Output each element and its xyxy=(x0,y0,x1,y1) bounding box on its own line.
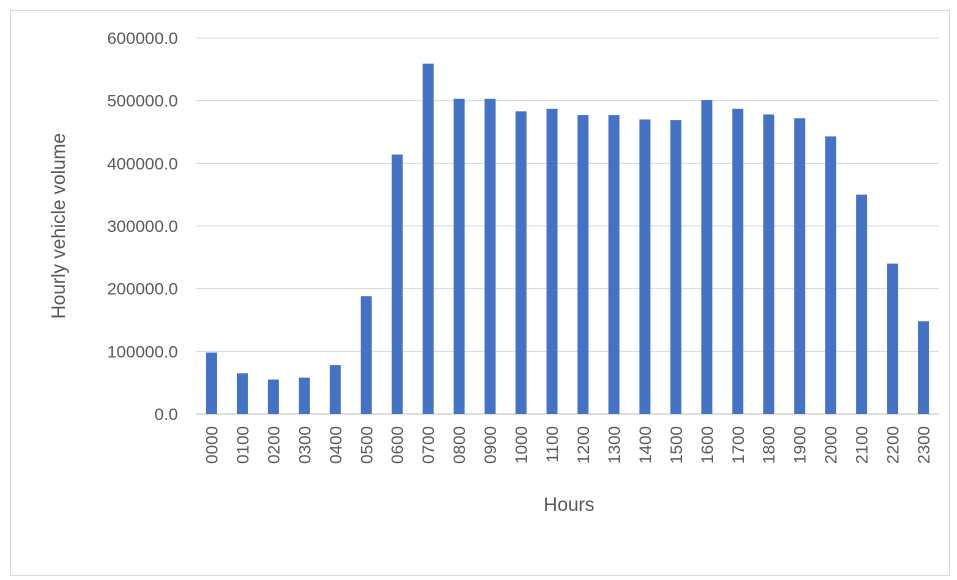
bar-1700 xyxy=(732,108,744,415)
y-tick-label: 200000.0 xyxy=(107,280,178,299)
bar-0200 xyxy=(267,379,279,414)
x-tick-label: 1100 xyxy=(543,426,562,463)
bar-2000 xyxy=(825,136,837,414)
x-tick-label: 1400 xyxy=(636,426,655,464)
x-tick-label: 2200 xyxy=(884,426,903,464)
y-tick-label: 400000.0 xyxy=(107,154,178,173)
x-tick-label: 1500 xyxy=(667,426,686,464)
bar-0300 xyxy=(298,377,310,414)
y-tick-labels: 0.0 100000.0 200000.0 300000.0 400000.0 50000… xyxy=(107,29,178,424)
chart-area: 0.0 100000.0 200000.0 300000.0 400000.0 50000… xyxy=(10,10,950,576)
bar-0400 xyxy=(329,365,341,414)
y-tick-label: 0.0 xyxy=(154,405,178,424)
bar-1100 xyxy=(546,108,558,415)
bar-0600 xyxy=(391,154,403,414)
x-tick-label: 1800 xyxy=(760,426,779,464)
bar-2300 xyxy=(918,321,930,414)
bar-chart: 0.0 100000.0 200000.0 300000.0 400000.0 50000… xyxy=(49,29,939,516)
x-tick-label: 0600 xyxy=(388,426,407,464)
y-tick-label: 600000.0 xyxy=(107,29,178,48)
x-tick-label: 2300 xyxy=(915,426,934,464)
x-tick-label: 0200 xyxy=(264,426,283,464)
x-tick-label: 2000 xyxy=(822,426,841,464)
x-tick-label: 0100 xyxy=(233,426,252,464)
y-tick-label: 500000.0 xyxy=(107,92,178,111)
bar-1900 xyxy=(794,118,806,415)
bar-0500 xyxy=(360,296,372,414)
bar-1600 xyxy=(701,100,713,414)
x-tick-label: 1900 xyxy=(791,426,810,464)
x-tick-label: 0800 xyxy=(450,426,469,464)
x-tick-label: 0400 xyxy=(326,426,345,464)
bar-0700 xyxy=(422,63,434,415)
bars xyxy=(205,63,930,415)
bar-1400 xyxy=(639,119,651,414)
bar-1200 xyxy=(577,115,589,414)
bar-1500 xyxy=(670,120,682,415)
bar-0800 xyxy=(453,98,465,414)
bar-1800 xyxy=(763,114,775,414)
bar-2200 xyxy=(887,263,899,414)
x-tick-label: 1300 xyxy=(605,426,624,464)
y-tick-label: 300000.0 xyxy=(107,217,178,236)
bar-2100 xyxy=(856,194,868,414)
x-tick-label: 0700 xyxy=(419,426,438,464)
y-tick-label: 100000.0 xyxy=(107,342,178,361)
bar-1000 xyxy=(515,111,527,414)
gridlines xyxy=(196,37,939,415)
y-axis-title: Hourly vehicle volume xyxy=(49,133,70,319)
x-tick-label: 0500 xyxy=(357,426,376,464)
x-tick-label: 0000 xyxy=(202,426,221,464)
x-tick-label: 0900 xyxy=(481,426,500,464)
x-tick-labels: 0000 0100 0200 0300 0400 0500 0600 0700 0800 0900… xyxy=(202,426,933,464)
x-tick-label: 1200 xyxy=(574,426,593,464)
bar-1300 xyxy=(608,115,620,414)
bar-0900 xyxy=(484,98,496,414)
x-tick-label: 1700 xyxy=(729,426,748,464)
bar-0000 xyxy=(205,352,217,414)
x-tick-label: 2100 xyxy=(853,426,872,464)
x-tick-label: 1000 xyxy=(512,426,531,464)
x-tick-label: 0300 xyxy=(295,426,314,464)
x-axis-title: Hours xyxy=(544,495,595,516)
x-tick-label: 1600 xyxy=(698,426,717,464)
bar-0100 xyxy=(236,373,248,414)
